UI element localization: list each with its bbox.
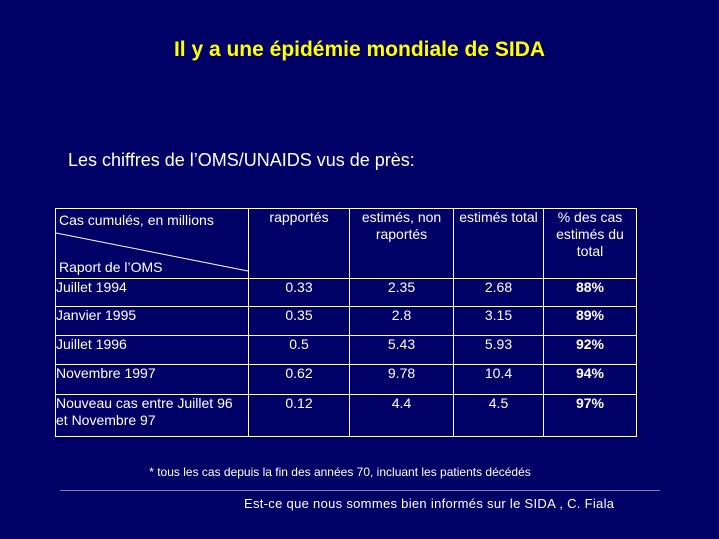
row-label: Juillet 1996 [55, 335, 249, 365]
footer-credit: Est-ce que nous sommes bien informés sur… [244, 496, 615, 511]
corner-label-bottom: Raport de l’OMS [59, 259, 163, 275]
row-label: Novembre 1997 [55, 364, 249, 395]
value-cell: 9.78 [349, 364, 454, 395]
table-row: Novembre 1997 0.62 9.78 10.4 94% [55, 364, 637, 395]
column-header: rapportés [248, 208, 350, 279]
value-cell: 0.33 [248, 278, 350, 307]
row-label: Janvier 1995 [55, 306, 249, 336]
value-cell: 2.35 [349, 278, 454, 307]
table-row: Juillet 1994 0.33 2.35 2.68 88% [55, 278, 637, 307]
value-cell: 4.4 [349, 394, 454, 437]
table-row: Juillet 1996 0.5 5.43 5.93 92% [55, 335, 637, 365]
value-cell: 0.62 [248, 364, 350, 395]
value-cell: 10.4 [453, 364, 544, 395]
table-row: Janvier 1995 0.35 2.8 3.15 89% [55, 306, 637, 336]
percent-cell: 92% [543, 335, 637, 365]
column-header: % des cas estimés du total [543, 208, 637, 279]
value-cell: 0.35 [248, 306, 350, 336]
value-cell: 0.12 [248, 394, 350, 437]
percent-cell: 94% [543, 364, 637, 395]
aids-statistics-table: Cas cumulés, en millions Raport de l’OMS… [55, 208, 637, 437]
footer-divider [60, 490, 660, 491]
footnote: * tous les cas depuis la fin des années … [149, 465, 531, 479]
column-header: estimés, non raportés [349, 208, 454, 279]
slide-title: Il y a une épidémie mondiale de SIDA [173, 38, 546, 61]
table-header-row: Cas cumulés, en millions Raport de l’OMS… [55, 208, 637, 279]
row-label: Nouveau cas entre Juillet 96 et Novembre… [55, 394, 249, 437]
percent-cell: 97% [543, 394, 637, 437]
value-cell: 4.5 [453, 394, 544, 437]
row-label: Juillet 1994 [55, 278, 249, 307]
value-cell: 5.93 [453, 335, 544, 365]
percent-cell: 88% [543, 278, 637, 307]
value-cell: 0.5 [248, 335, 350, 365]
percent-cell: 89% [543, 306, 637, 336]
diagonal-divider [56, 232, 248, 272]
corner-label-top: Cas cumulés, en millions [59, 212, 214, 228]
column-header: estimés total [453, 208, 544, 279]
table-row: Nouveau cas entre Juillet 96 et Novembre… [55, 394, 637, 437]
value-cell: 2.68 [453, 278, 544, 307]
table-corner-cell: Cas cumulés, en millions Raport de l’OMS [55, 208, 249, 279]
value-cell: 2.8 [349, 306, 454, 336]
slide-subtitle: Les chiffres de l’OMS/UNAIDS vus de près… [68, 150, 415, 170]
value-cell: 5.43 [349, 335, 454, 365]
value-cell: 3.15 [453, 306, 544, 336]
